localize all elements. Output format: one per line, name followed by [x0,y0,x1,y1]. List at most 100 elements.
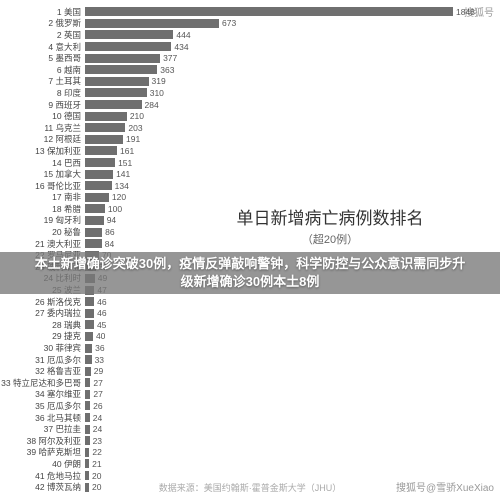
bar-label: 37 巴拉圭 [0,423,85,435]
bar-row: 15 加拿大141 [0,168,500,180]
bar-label: 35 厄瓜多尔 [0,400,85,412]
bar-value: 1848 [456,7,475,17]
bar-value: 120 [112,192,126,202]
bar-label: 33 特立尼达和多巴哥 [0,377,85,389]
bar [85,65,157,74]
bar-label: 9 西班牙 [0,99,85,111]
bar-area: 284 [85,99,500,111]
bar [85,344,92,353]
bar-label: 18 希腊 [0,203,85,215]
bar-value: 363 [160,65,174,75]
bar-row: 39 哈萨克斯坦 22 [0,447,500,459]
bar-area: 27 [85,377,500,389]
bar-value: 20 [92,471,101,481]
bar-row: 16 哥伦比亚134 [0,180,500,192]
bar-row: 26 斯洛伐克46 [0,296,500,308]
bar-area: 141 [85,168,500,180]
bar [85,88,147,97]
bar-area: 134 [85,180,500,192]
bar-value: 141 [116,169,130,179]
bar-area: 191 [85,134,500,146]
bar-area: 377 [85,52,500,64]
bar-area: 36 [85,342,500,354]
bar-value: 319 [152,76,166,86]
bar [85,436,90,445]
bar [85,19,219,28]
bar-value: 22 [92,447,101,457]
bar-area: 24 [85,423,500,435]
bar-area: 26 [85,400,500,412]
bar [85,332,93,341]
bar-value: 84 [105,239,114,249]
bar-value: 191 [126,134,140,144]
bar [85,7,453,16]
watermark-bottom: 搜狐号@雪骄XueXiao [396,479,494,494]
bar-value: 444 [176,30,190,40]
bar-row: 38 阿尔及利亚23 [0,435,500,447]
bar-label: 5 墨西哥 [0,52,85,64]
bar-value: 673 [222,18,236,28]
bar-value: 26 [93,401,102,411]
bar [85,158,115,167]
bar [85,42,171,51]
bar-label: 4 意大利 [0,41,85,53]
bar-row: 12 阿根廷 191 [0,134,500,146]
bar-value: 284 [145,100,159,110]
bar-value: 161 [120,146,134,156]
bar-row: 33 特立尼达和多巴哥27 [0,377,500,389]
chart-subtitle: （超20例） [200,231,460,247]
bar-label: 12 阿根廷 [0,133,85,145]
bar-row: 14 巴西151 [0,157,500,169]
bar [85,30,173,39]
bar-label: 11 乌克兰 [0,122,85,134]
bar-label: 6 越南 [0,64,85,76]
bar-label: 32 格鲁吉亚 [0,365,85,377]
bar-area: 29 [85,365,500,377]
bar [85,100,142,109]
bar [85,228,102,237]
bar-label: 28 瑞典 [0,319,85,331]
bar-area: 120 [85,192,500,204]
bar-label: 17 南非 [0,191,85,203]
bar [85,54,160,63]
bar-area: 203 [85,122,500,134]
bar [85,459,89,468]
bar [85,204,105,213]
bar-label: 19 匈牙利 [0,214,85,226]
bar-value: 203 [128,123,142,133]
bar-label: 2 英国 [0,29,85,41]
bar-value: 310 [150,88,164,98]
bar-label: 29 捷克 [0,330,85,342]
bar-area: 161 [85,145,500,157]
bar-label: 30 菲律宾 [0,342,85,354]
bar-label: 31 厄瓜多尔 [0,354,85,366]
bar [85,390,90,399]
bar-value: 24 [93,413,102,423]
bar-value: 46 [97,297,106,307]
bar-area: 45 [85,319,500,331]
bar [85,367,91,376]
bar-label: 13 保加利亚 [0,145,85,157]
bar [85,401,90,410]
bar [85,448,89,457]
bar [85,216,104,225]
bar-row: 2 俄罗斯673 [0,18,500,30]
bar-label: 39 哈萨克斯坦 [0,446,85,458]
bar [85,425,90,434]
bar [85,193,109,202]
bar-label: 40 伊朗 [0,458,85,470]
bar [85,146,117,155]
bar [85,181,112,190]
bar [85,112,127,121]
bar [85,309,94,318]
bar-label: 41 危地马拉 [0,470,85,482]
bar-value: 36 [95,343,104,353]
bar-value: 29 [94,366,103,376]
bar-value: 33 [95,355,104,365]
bar-row: 11 乌克兰 203 [0,122,500,134]
bar-value: 27 [93,389,102,399]
bar-area: 1848 [85,6,500,18]
bar [85,355,92,364]
bar-row: 17 南非 120 [0,192,500,204]
bar-value: 21 [92,459,101,469]
